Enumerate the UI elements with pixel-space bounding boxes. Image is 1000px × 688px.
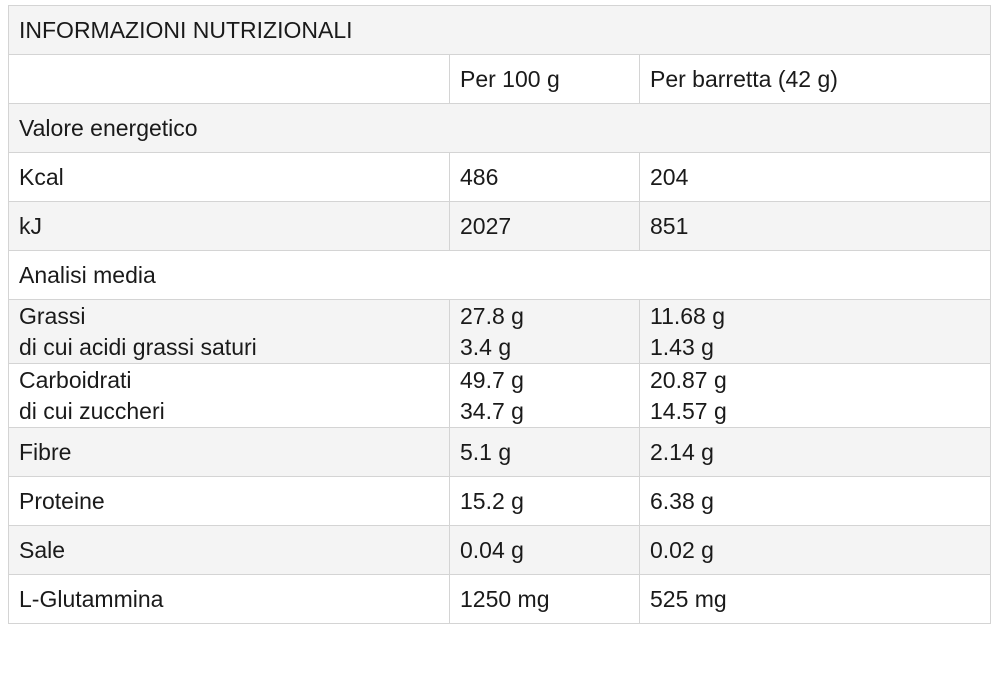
table-row-carbs: Carboidrati di cui zuccheri 49.7 g 34.7 … — [8, 363, 992, 428]
row-value-per-100g: 486 — [449, 152, 640, 202]
table-row-protein: Proteine 15.2 g 6.38 g — [8, 476, 992, 526]
value-main: 49.7 g — [460, 366, 524, 393]
row-value-per-bar: 204 — [638, 152, 992, 202]
section-row-analysis: Analisi media — [7, 250, 992, 300]
table-row-kj: kJ 2027 851 — [8, 201, 992, 251]
row-value-per-100g: 49.7 g 34.7 g — [449, 363, 640, 428]
value-main: 20.87 g — [650, 366, 727, 393]
row-value-per-bar: 525 mg — [638, 574, 992, 624]
table-row-fat: Grassi di cui acidi grassi saturi 27.8 g… — [8, 299, 992, 364]
row-value-per-100g: 15.2 g — [449, 476, 640, 526]
row-value-per-100g: 1250 mg — [449, 574, 640, 624]
table-title: INFORMAZIONI NUTRIZIONALI — [7, 5, 992, 55]
row-label-main: Carboidrati — [19, 366, 132, 393]
value-main: 27.8 g — [460, 302, 524, 329]
row-value-per-bar: 11.68 g 1.43 g — [638, 299, 992, 364]
row-value-per-bar: 2.14 g — [638, 427, 992, 477]
row-label: Fibre — [8, 427, 450, 477]
table-row-glutamine: L-Glutammina 1250 mg 525 mg — [8, 574, 992, 624]
table-row-fibre: Fibre 5.1 g 2.14 g — [8, 427, 992, 477]
row-label: Grassi di cui acidi grassi saturi — [8, 299, 450, 364]
row-label-main: Grassi — [19, 302, 86, 329]
value-sub: 14.57 g — [650, 397, 727, 424]
row-value-per-100g: 2027 — [449, 201, 640, 251]
value-main: 11.68 g — [650, 302, 726, 329]
row-value-per-bar: 0.02 g — [638, 525, 992, 575]
nutrition-table: INFORMAZIONI NUTRIZIONALI Per 100 g Per … — [7, 5, 992, 624]
row-value-per-100g: 5.1 g — [449, 427, 640, 477]
row-label: Proteine — [8, 476, 450, 526]
value-sub: 3.4 g — [460, 333, 512, 360]
section-label-energy: Valore energetico — [7, 103, 992, 153]
row-label-sub: di cui zuccheri — [19, 397, 165, 424]
section-label-analysis: Analisi media — [7, 250, 992, 300]
header-empty-cell — [8, 54, 450, 104]
column-header-row: Per 100 g Per barretta (42 g) — [8, 54, 992, 104]
row-value-per-bar: 6.38 g — [638, 476, 992, 526]
row-value-per-bar: 20.87 g 14.57 g — [638, 363, 992, 428]
row-label: L-Glutammina — [8, 574, 450, 624]
value-sub: 1.43 g — [650, 333, 714, 360]
table-row-kcal: Kcal 486 204 — [8, 152, 992, 202]
section-row-energy: Valore energetico — [7, 103, 992, 153]
header-per-100g: Per 100 g — [449, 54, 640, 104]
row-label: Sale — [8, 525, 450, 575]
row-label: Kcal — [8, 152, 450, 202]
table-row-salt: Sale 0.04 g 0.02 g — [8, 525, 992, 575]
row-label-sub: di cui acidi grassi saturi — [19, 333, 257, 360]
row-value-per-100g: 0.04 g — [449, 525, 640, 575]
row-label: Carboidrati di cui zuccheri — [8, 363, 450, 428]
header-per-bar: Per barretta (42 g) — [638, 54, 992, 104]
row-label: kJ — [8, 201, 450, 251]
value-sub: 34.7 g — [460, 397, 524, 424]
table-title-row: INFORMAZIONI NUTRIZIONALI — [7, 5, 992, 55]
row-value-per-bar: 851 — [638, 201, 992, 251]
row-value-per-100g: 27.8 g 3.4 g — [449, 299, 640, 364]
